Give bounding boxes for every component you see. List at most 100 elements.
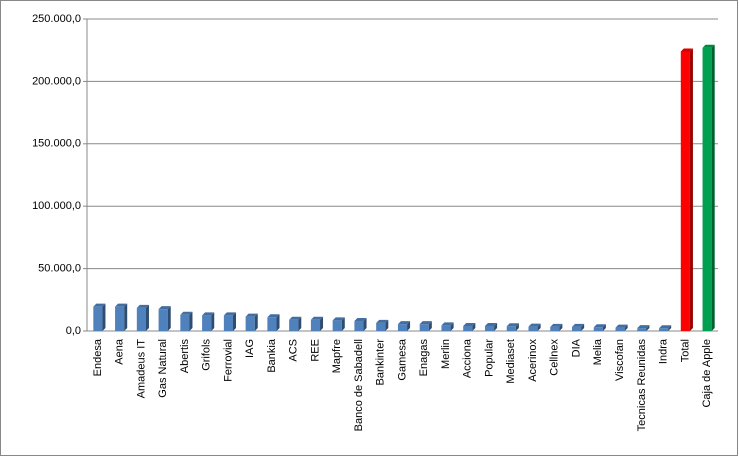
bar-top: [463, 323, 476, 327]
bar-top: [115, 303, 128, 307]
bar-side: [711, 44, 715, 331]
x-tick-label: Mapfre: [331, 339, 343, 373]
bar-side: [689, 48, 693, 332]
x-tick-label: Endesa: [92, 338, 104, 376]
bar-side: [320, 316, 324, 331]
bar-side: [450, 322, 454, 331]
bar-side: [515, 323, 519, 331]
x-tick-label: IAG: [244, 339, 256, 358]
bar: [223, 315, 234, 331]
bar-top: [93, 303, 106, 307]
bar-side: [298, 316, 302, 331]
bar-top: [528, 323, 541, 327]
x-tick-label: Viscofan: [614, 339, 626, 381]
x-tick-label: DIA: [570, 338, 582, 357]
x-tick-label: Mediaset: [505, 339, 517, 384]
bar-top: [484, 323, 498, 327]
bar-top: [615, 324, 628, 328]
bar-top: [571, 323, 585, 327]
bar-top: [332, 317, 345, 321]
x-tick-label: Acerinox: [527, 339, 539, 382]
x-tick-label: Banco de Sabadell: [353, 339, 365, 431]
x-tick-label: REE: [309, 339, 321, 362]
bar-top: [506, 323, 519, 327]
bar-top: [419, 321, 432, 325]
bar-side: [233, 312, 237, 331]
bar: [354, 321, 364, 331]
y-tick-label: 100.000,0: [32, 200, 81, 212]
bar-side: [167, 306, 171, 331]
bar-top: [354, 318, 367, 322]
x-tick-label: Acciona: [462, 338, 474, 378]
bar: [659, 328, 669, 331]
bar-top: [202, 312, 215, 316]
bar-side: [276, 314, 280, 331]
bar: [528, 326, 538, 331]
bar: [245, 316, 255, 331]
bar: [702, 47, 712, 331]
x-tick-label: Ferrovial: [222, 339, 234, 382]
bar-side: [494, 323, 498, 331]
x-tick-label: Melia: [592, 338, 604, 365]
bar: [376, 322, 386, 331]
x-tick-label: Abertis: [179, 339, 191, 374]
bar-side: [363, 318, 367, 331]
bar-top: [267, 314, 280, 318]
bar-top: [310, 316, 324, 320]
bar: [332, 320, 342, 331]
bar-top: [550, 323, 563, 327]
bar: [289, 319, 299, 331]
bar: [463, 326, 473, 331]
bar-side: [102, 303, 106, 331]
x-tick-label: Gamesa: [396, 338, 408, 380]
bar-side: [602, 324, 606, 331]
bar: [615, 327, 625, 331]
y-tick-label: 150.000,0: [32, 138, 81, 150]
bar-top: [158, 306, 171, 310]
bar-side: [581, 323, 585, 331]
bar-side: [407, 321, 411, 331]
bar-side: [189, 311, 193, 331]
bar: [93, 306, 103, 331]
x-tick-label: Total: [679, 339, 691, 362]
x-tick-label: Caja de Apple: [701, 339, 713, 408]
y-tick-label: 200.000,0: [32, 75, 81, 87]
bar-side: [428, 321, 432, 331]
bar: [202, 315, 212, 331]
bar-top: [680, 48, 693, 52]
bar-top: [223, 312, 237, 316]
bar-top: [136, 304, 149, 308]
bar: [180, 314, 190, 331]
bar-top: [376, 319, 389, 323]
bar-top: [180, 311, 193, 315]
bar-side: [646, 325, 650, 331]
bar: [419, 324, 429, 331]
x-tick-label: Bankinter: [375, 339, 387, 386]
x-tick-label: Indra: [658, 338, 670, 364]
bar: [506, 326, 516, 331]
bar-side: [211, 312, 215, 331]
x-tick-label: Merlin: [440, 339, 452, 369]
bar: [680, 51, 690, 331]
y-tick-label: 250.000,0: [32, 13, 81, 25]
bar: [441, 325, 451, 331]
bar-side: [254, 313, 258, 331]
x-tick-label: Tecnicas Reunidas: [636, 339, 648, 432]
bar: [115, 306, 125, 331]
bar-side: [341, 317, 345, 331]
bar-top: [593, 324, 606, 328]
bar: [637, 328, 647, 331]
bar-side: [472, 323, 476, 331]
x-tick-label: Aena: [114, 338, 126, 365]
x-tick-label: Grifols: [201, 339, 213, 371]
bar-side: [145, 304, 149, 331]
x-tick-label: Popular: [483, 339, 495, 377]
y-tick-label: 0,0: [66, 325, 81, 337]
bar: [310, 319, 321, 331]
bar: [550, 326, 560, 331]
bar-side: [124, 303, 128, 331]
bar-side: [668, 325, 672, 331]
x-tick-label: Enagas: [418, 339, 430, 377]
